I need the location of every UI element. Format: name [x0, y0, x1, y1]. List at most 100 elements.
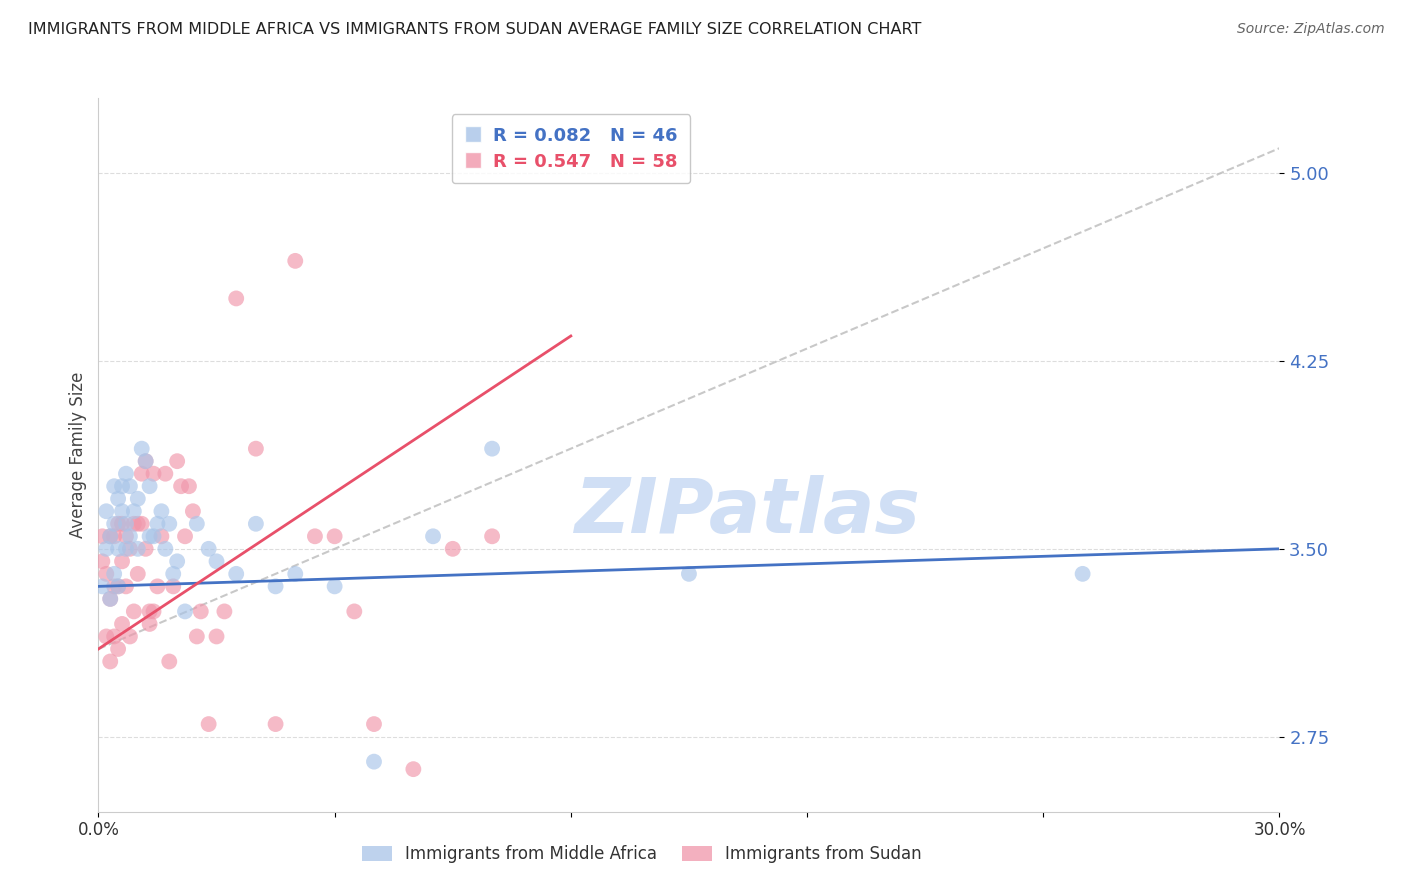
Point: [142, 604, 165, 618]
Point: [225, 566, 247, 581]
Point: [96, 566, 118, 581]
Point: [441, 541, 464, 556]
Point: [150, 504, 173, 518]
Point: [135, 541, 157, 556]
Point: [115, 467, 138, 481]
Point: [678, 566, 700, 581]
Legend: Immigrants from Middle Africa, Immigrants from Sudan: Immigrants from Middle Africa, Immigrant…: [353, 837, 931, 871]
Text: IMMIGRANTS FROM MIDDLE AFRICA VS IMMIGRANTS FROM SUDAN AVERAGE FAMILY SIZE CORRE: IMMIGRANTS FROM MIDDLE AFRICA VS IMMIGRA…: [28, 22, 921, 37]
Point: [363, 755, 385, 769]
Point: [402, 762, 425, 776]
Point: [162, 566, 184, 581]
Point: [118, 630, 141, 644]
Point: [127, 491, 149, 506]
Point: [122, 516, 145, 531]
Point: [131, 467, 153, 481]
Point: [91, 554, 114, 568]
Point: [174, 529, 197, 543]
Point: [111, 516, 134, 531]
Point: [155, 541, 177, 556]
Text: Source: ZipAtlas.com: Source: ZipAtlas.com: [1237, 22, 1385, 37]
Y-axis label: Average Family Size: Average Family Size: [69, 372, 87, 538]
Point: [245, 442, 267, 456]
Point: [96, 504, 118, 518]
Point: [197, 717, 219, 731]
Point: [107, 491, 129, 506]
Point: [115, 579, 138, 593]
Point: [96, 630, 118, 644]
Point: [323, 579, 346, 593]
Point: [481, 442, 503, 456]
Point: [115, 541, 138, 556]
Point: [138, 616, 160, 631]
Point: [103, 529, 125, 543]
Point: [197, 541, 219, 556]
Point: [111, 479, 134, 493]
Point: [127, 516, 149, 531]
Point: [103, 516, 125, 531]
Point: [107, 579, 129, 593]
Point: [118, 541, 141, 556]
Point: [146, 579, 169, 593]
Point: [245, 516, 267, 531]
Point: [111, 504, 134, 518]
Point: [343, 604, 366, 618]
Point: [181, 504, 204, 518]
Point: [166, 554, 188, 568]
Point: [304, 529, 326, 543]
Point: [323, 529, 346, 543]
Point: [127, 541, 149, 556]
Point: [111, 554, 134, 568]
Point: [118, 479, 141, 493]
Point: [98, 529, 121, 543]
Point: [107, 579, 129, 593]
Point: [111, 616, 134, 631]
Point: [135, 454, 157, 468]
Point: [98, 591, 121, 606]
Point: [98, 591, 121, 606]
Point: [103, 630, 125, 644]
Point: [190, 604, 212, 618]
Point: [122, 604, 145, 618]
Point: [122, 504, 145, 518]
Point: [103, 479, 125, 493]
Point: [177, 479, 200, 493]
Point: [264, 717, 287, 731]
Point: [138, 479, 160, 493]
Point: [214, 604, 236, 618]
Point: [142, 529, 165, 543]
Point: [166, 454, 188, 468]
Point: [284, 566, 307, 581]
Point: [150, 529, 173, 543]
Point: [186, 630, 208, 644]
Point: [363, 717, 385, 731]
Point: [138, 604, 160, 618]
Point: [157, 516, 180, 531]
Point: [103, 579, 125, 593]
Point: [103, 566, 125, 581]
Point: [225, 292, 247, 306]
Point: [174, 604, 197, 618]
Point: [186, 516, 208, 531]
Point: [284, 253, 307, 268]
Point: [107, 642, 129, 657]
Point: [91, 529, 114, 543]
Point: [205, 630, 228, 644]
Point: [131, 442, 153, 456]
Point: [1071, 566, 1094, 581]
Point: [127, 566, 149, 581]
Point: [107, 516, 129, 531]
Point: [157, 655, 180, 669]
Point: [98, 655, 121, 669]
Point: [98, 529, 121, 543]
Point: [138, 529, 160, 543]
Point: [264, 579, 287, 593]
Point: [162, 579, 184, 593]
Point: [422, 529, 444, 543]
Point: [131, 516, 153, 531]
Point: [118, 529, 141, 543]
Point: [170, 479, 193, 493]
Point: [91, 579, 114, 593]
Point: [115, 529, 138, 543]
Point: [115, 516, 138, 531]
